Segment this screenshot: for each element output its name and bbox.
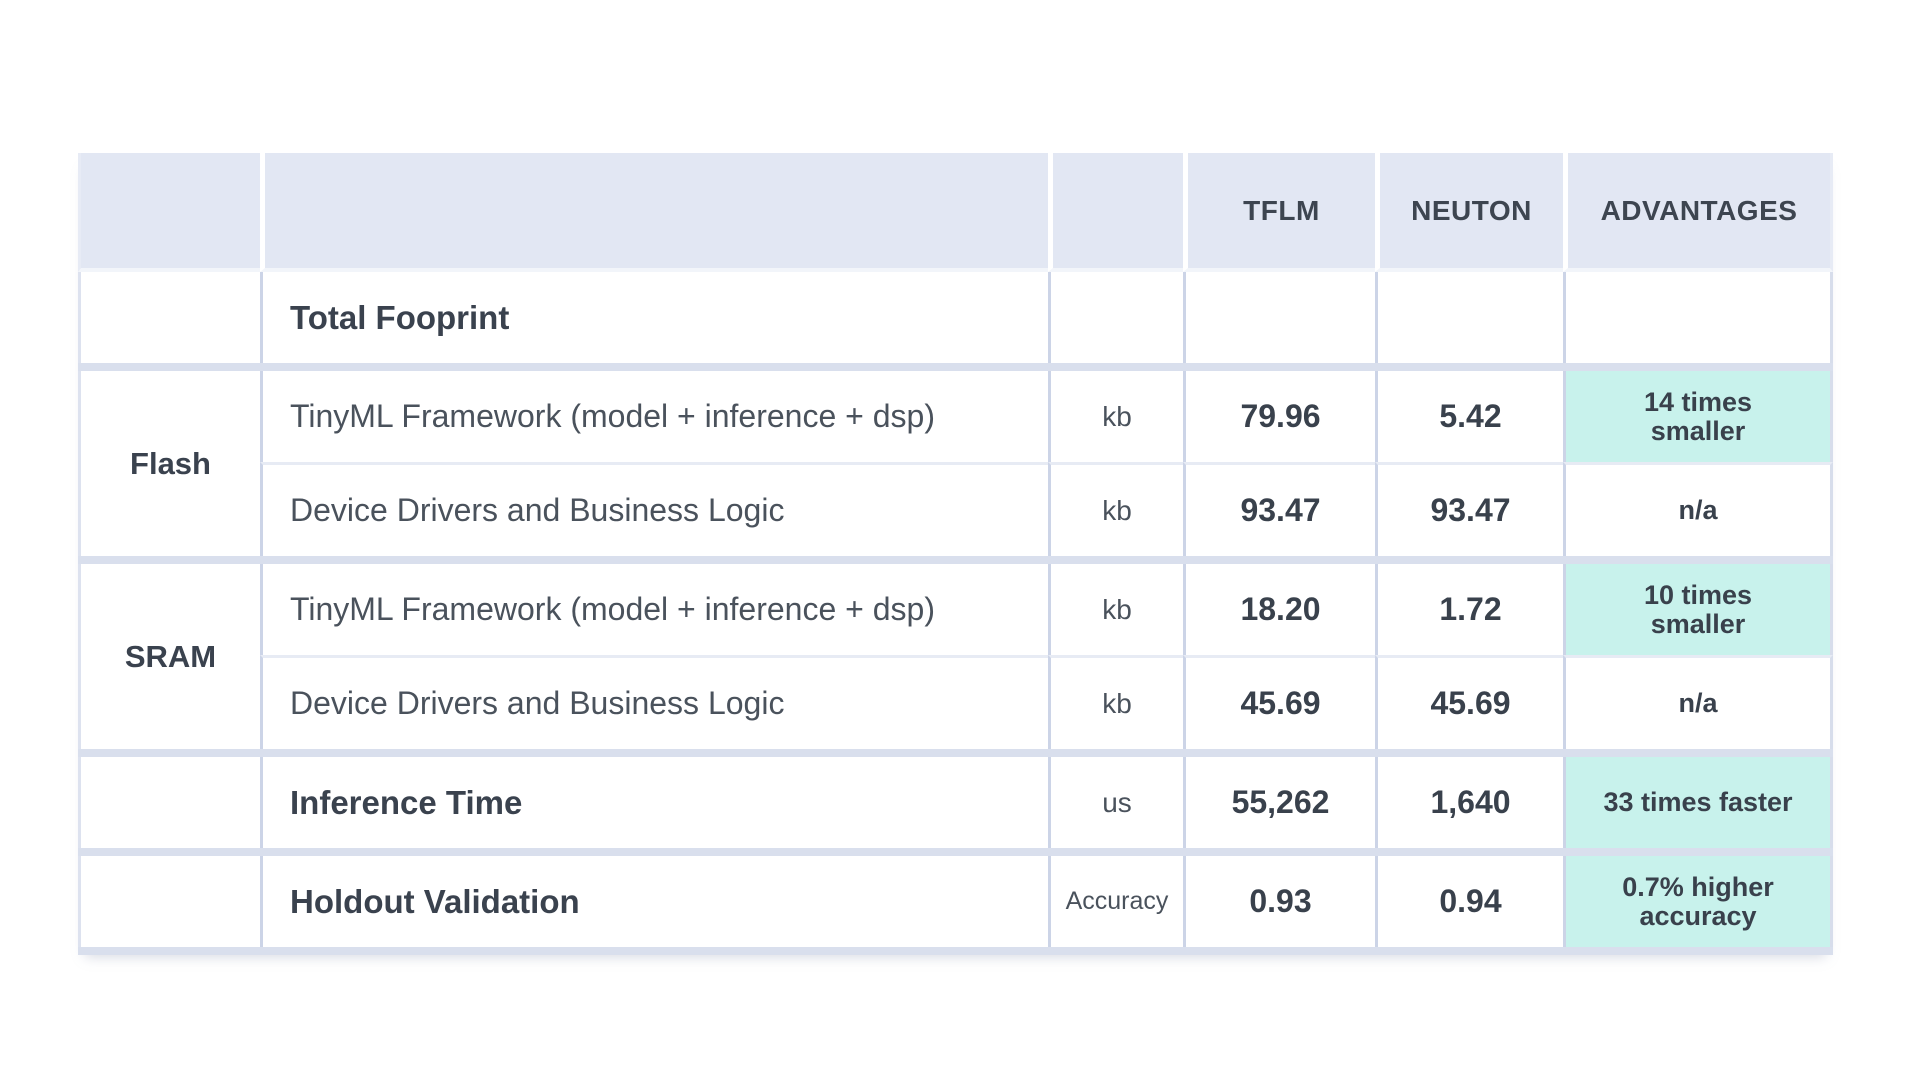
unit-cell: Accuracy — [1048, 856, 1183, 947]
group-cell-empty — [78, 856, 260, 947]
advantage-badge: 10 times smaller — [1643, 579, 1753, 639]
neuton-value: 1,640 — [1375, 757, 1563, 848]
group-separator — [78, 749, 1833, 757]
advantage-badge: 0.7% higher accuracy — [1622, 871, 1774, 931]
tflm-value — [1183, 272, 1375, 363]
advantage-badge: 14 times smaller — [1643, 386, 1753, 446]
row-flash-drivers: Device Drivers and Business Logic kb 93.… — [78, 462, 1833, 556]
group-label-sram: SRAM — [78, 564, 260, 749]
unit-cell: kb — [1048, 655, 1183, 749]
group-separator — [78, 848, 1833, 856]
tflm-value: 93.47 — [1183, 462, 1375, 556]
neuton-value — [1375, 272, 1563, 363]
advantage-text: n/a — [1678, 688, 1718, 719]
header-row: TFLM NEUTON ADVANTAGES — [78, 153, 1833, 272]
neuton-value: 93.47 — [1375, 462, 1563, 556]
tflm-value: 45.69 — [1183, 655, 1375, 749]
header-cell-advantages: ADVANTAGES — [1563, 153, 1833, 272]
tflm-value: 0.93 — [1183, 856, 1375, 947]
row-flash-tinyml: Flash TinyML Framework (model + inferenc… — [78, 371, 1833, 556]
unit-cell — [1048, 272, 1183, 363]
unit-cell: kb — [1048, 462, 1183, 556]
tflm-value: 79.96 — [1183, 371, 1375, 462]
advantage-cell: n/a — [1563, 655, 1833, 749]
advantage-cell: 14 times smaller — [1563, 371, 1833, 462]
advantage-text: n/a — [1678, 495, 1718, 526]
unit-cell: us — [1048, 757, 1183, 848]
header-cell-neuton: NEUTON — [1375, 153, 1563, 272]
group-label-flash: Flash — [78, 371, 260, 556]
metric-label: Device Drivers and Business Logic — [260, 462, 1048, 556]
metric-label: Total Fooprint — [260, 272, 1048, 363]
row-inference-time: Inference Time us 55,262 1,640 33 times … — [78, 757, 1833, 848]
metric-label: TinyML Framework (model + inference + ds… — [260, 564, 1048, 655]
metric-label: Inference Time — [260, 757, 1048, 848]
header-cell-unit — [1048, 153, 1183, 272]
unit-cell: kb — [1048, 564, 1183, 655]
header-cell-tflm: TFLM — [1183, 153, 1375, 272]
advantage-cell: n/a — [1563, 462, 1833, 556]
neuton-value: 0.94 — [1375, 856, 1563, 947]
metric-label: Device Drivers and Business Logic — [260, 655, 1048, 749]
row-total-footprint: Total Fooprint — [78, 272, 1833, 363]
table-bottom-band — [78, 947, 1833, 955]
header-cell-group — [78, 153, 260, 272]
header-cell-metric — [260, 153, 1048, 272]
group-cell-empty — [78, 757, 260, 848]
advantage-cell — [1563, 272, 1833, 363]
neuton-value: 45.69 — [1375, 655, 1563, 749]
neuton-value: 5.42 — [1375, 371, 1563, 462]
row-sram-drivers: Device Drivers and Business Logic kb 45.… — [78, 655, 1833, 749]
tflm-value: 18.20 — [1183, 564, 1375, 655]
row-holdout-validation: Holdout Validation Accuracy 0.93 0.94 0.… — [78, 856, 1833, 947]
metric-label: Holdout Validation — [260, 856, 1048, 947]
tflm-value: 55,262 — [1183, 757, 1375, 848]
advantage-badge: 33 times faster — [1603, 787, 1793, 818]
unit-cell: kb — [1048, 371, 1183, 462]
advantage-cell: 33 times faster — [1563, 757, 1833, 848]
neuton-value: 1.72 — [1375, 564, 1563, 655]
group-separator — [78, 363, 1833, 371]
row-sram-tinyml: SRAM TinyML Framework (model + inference… — [78, 564, 1833, 749]
comparison-table: TFLM NEUTON ADVANTAGES Total Fooprint Fl… — [78, 153, 1833, 955]
group-separator — [78, 556, 1833, 564]
advantage-cell: 0.7% higher accuracy — [1563, 856, 1833, 947]
metric-label: TinyML Framework (model + inference + ds… — [260, 371, 1048, 462]
advantage-cell: 10 times smaller — [1563, 564, 1833, 655]
group-cell-empty — [78, 272, 260, 363]
